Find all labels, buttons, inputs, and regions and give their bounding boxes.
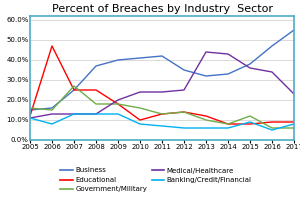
Banking/Credit/Financial xyxy=(50,123,54,125)
Educational xyxy=(116,103,120,105)
Banking/Credit/Financial xyxy=(94,113,98,115)
Business xyxy=(248,63,252,65)
Line: Government/Military: Government/Military xyxy=(30,86,294,128)
Medical/Healthcare xyxy=(138,91,142,93)
Medical/Healthcare xyxy=(226,53,230,55)
Business xyxy=(226,73,230,75)
Educational xyxy=(182,111,186,113)
Line: Educational: Educational xyxy=(30,46,294,124)
Banking/Credit/Financial xyxy=(248,121,252,123)
Government/Military xyxy=(160,113,164,115)
Business xyxy=(182,69,186,71)
Government/Military xyxy=(270,127,274,129)
Banking/Credit/Financial xyxy=(138,123,142,125)
Educational xyxy=(226,123,230,125)
Medical/Healthcare xyxy=(160,91,164,93)
Legend: Business, Educational, Government/Military, Medical/Healthcare, Banking/Credit/F: Business, Educational, Government/Milita… xyxy=(58,165,254,195)
Educational xyxy=(270,121,274,123)
Banking/Credit/Financial xyxy=(292,123,296,125)
Medical/Healthcare xyxy=(94,113,98,115)
Educational xyxy=(50,45,54,47)
Business xyxy=(138,57,142,59)
Educational xyxy=(160,113,164,115)
Medical/Healthcare xyxy=(72,113,76,115)
Government/Military xyxy=(50,109,54,111)
Educational xyxy=(94,89,98,91)
Educational xyxy=(204,115,208,117)
Medical/Healthcare xyxy=(270,71,274,73)
Medical/Healthcare xyxy=(204,51,208,53)
Educational xyxy=(72,89,76,91)
Medical/Healthcare xyxy=(50,113,54,115)
Line: Banking/Credit/Financial: Banking/Credit/Financial xyxy=(30,114,294,130)
Business xyxy=(116,59,120,61)
Government/Military xyxy=(292,127,296,129)
Banking/Credit/Financial xyxy=(270,129,274,131)
Business xyxy=(160,55,164,57)
Government/Military xyxy=(226,123,230,125)
Banking/Credit/Financial xyxy=(72,113,76,115)
Title: Percent of Breaches by Industry  Sector: Percent of Breaches by Industry Sector xyxy=(52,4,272,14)
Business xyxy=(72,89,76,91)
Government/Military xyxy=(72,85,76,87)
Banking/Credit/Financial xyxy=(182,127,186,129)
Medical/Healthcare xyxy=(28,117,32,119)
Government/Military xyxy=(116,103,120,105)
Government/Military xyxy=(204,119,208,121)
Line: Business: Business xyxy=(30,30,294,110)
Banking/Credit/Financial xyxy=(204,127,208,129)
Banking/Credit/Financial xyxy=(116,113,120,115)
Medical/Healthcare xyxy=(116,99,120,101)
Medical/Healthcare xyxy=(292,93,296,95)
Medical/Healthcare xyxy=(182,89,186,91)
Business xyxy=(292,29,296,31)
Medical/Healthcare xyxy=(248,67,252,69)
Educational xyxy=(28,115,32,117)
Government/Military xyxy=(28,107,32,109)
Government/Military xyxy=(248,115,252,117)
Business xyxy=(204,75,208,77)
Business xyxy=(270,45,274,47)
Educational xyxy=(248,123,252,125)
Educational xyxy=(138,119,142,121)
Business xyxy=(94,65,98,67)
Government/Military xyxy=(182,111,186,113)
Government/Military xyxy=(138,107,142,109)
Government/Military xyxy=(94,103,98,105)
Banking/Credit/Financial xyxy=(226,127,230,129)
Business xyxy=(28,109,32,111)
Banking/Credit/Financial xyxy=(160,125,164,127)
Business xyxy=(50,107,54,109)
Educational xyxy=(292,121,296,123)
Line: Medical/Healthcare: Medical/Healthcare xyxy=(30,52,294,118)
Banking/Credit/Financial xyxy=(28,117,32,119)
